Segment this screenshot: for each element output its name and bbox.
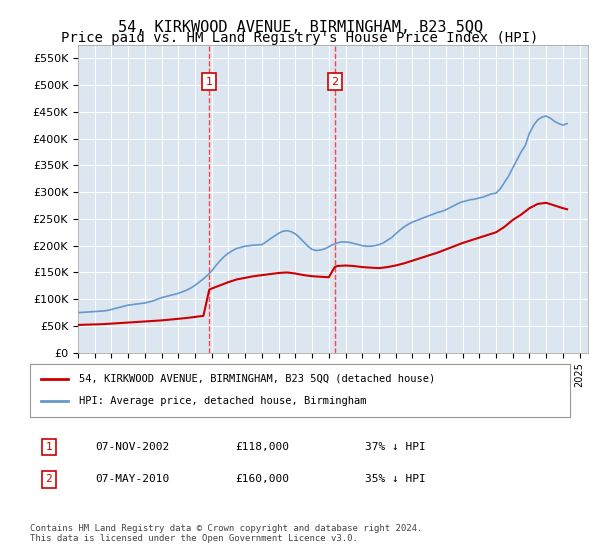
Text: 07-MAY-2010: 07-MAY-2010 bbox=[95, 474, 169, 484]
Text: 2: 2 bbox=[331, 77, 338, 87]
Text: 54, KIRKWOOD AVENUE, BIRMINGHAM, B23 5QQ (detached house): 54, KIRKWOOD AVENUE, BIRMINGHAM, B23 5QQ… bbox=[79, 374, 435, 384]
Text: Price paid vs. HM Land Registry's House Price Index (HPI): Price paid vs. HM Land Registry's House … bbox=[61, 31, 539, 45]
Text: 1: 1 bbox=[46, 442, 52, 452]
Text: HPI: Average price, detached house, Birmingham: HPI: Average price, detached house, Birm… bbox=[79, 396, 366, 406]
Text: 1: 1 bbox=[206, 77, 213, 87]
Text: 35% ↓ HPI: 35% ↓ HPI bbox=[365, 474, 425, 484]
Text: 07-NOV-2002: 07-NOV-2002 bbox=[95, 442, 169, 452]
Text: £160,000: £160,000 bbox=[235, 474, 289, 484]
Text: 2: 2 bbox=[46, 474, 52, 484]
Text: 37% ↓ HPI: 37% ↓ HPI bbox=[365, 442, 425, 452]
Text: 54, KIRKWOOD AVENUE, BIRMINGHAM, B23 5QQ: 54, KIRKWOOD AVENUE, BIRMINGHAM, B23 5QQ bbox=[118, 20, 482, 35]
Text: £118,000: £118,000 bbox=[235, 442, 289, 452]
Text: Contains HM Land Registry data © Crown copyright and database right 2024.
This d: Contains HM Land Registry data © Crown c… bbox=[30, 524, 422, 543]
